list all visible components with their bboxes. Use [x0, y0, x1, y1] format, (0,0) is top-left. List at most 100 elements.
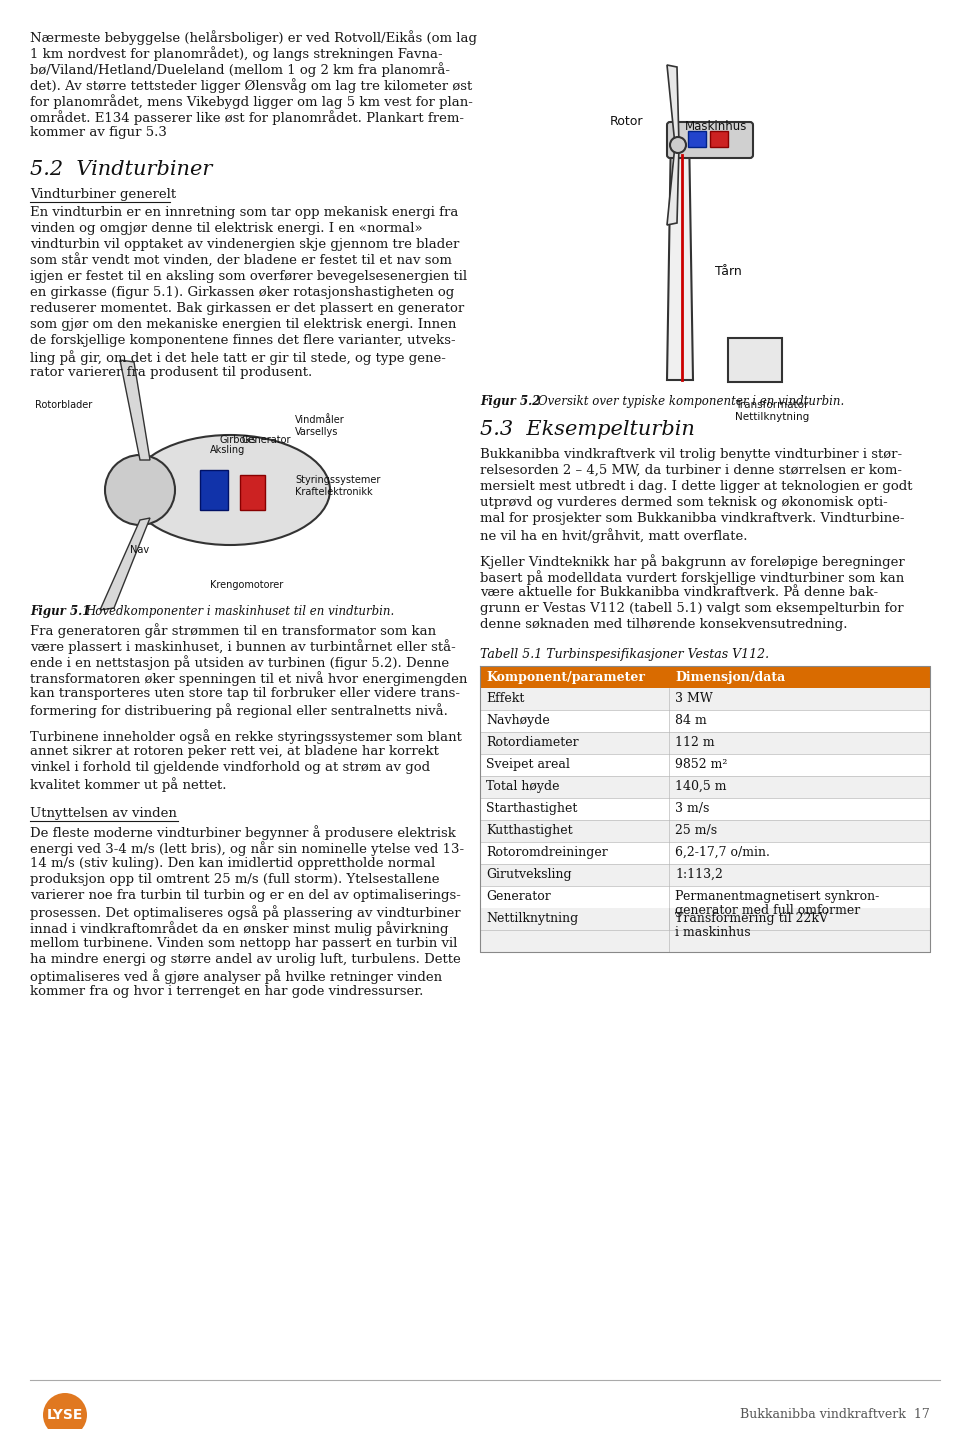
Text: rator varierer fra produsent til produsent.: rator varierer fra produsent til produse… [30, 366, 312, 379]
FancyBboxPatch shape [710, 131, 728, 147]
FancyBboxPatch shape [480, 820, 669, 842]
Text: Generator: Generator [486, 890, 551, 903]
Text: en girkasse (figur 5.1). Girkassen øker rotasjonshastigheten og: en girkasse (figur 5.1). Girkassen øker … [30, 286, 454, 299]
Text: 140,5 m: 140,5 m [675, 780, 727, 793]
Text: 5.2  Vindturbiner: 5.2 Vindturbiner [30, 160, 212, 179]
Text: Vindmåler
Varsellys: Vindmåler Varsellys [295, 414, 345, 437]
Text: 9852 m²: 9852 m² [675, 757, 728, 772]
FancyBboxPatch shape [669, 755, 930, 776]
Text: energi ved 3-4 m/s (lett bris), og når sin nominelle ytelse ved 13-: energi ved 3-4 m/s (lett bris), og når s… [30, 842, 464, 856]
Text: optimaliseres ved å gjøre analyser på hvilke retninger vinden: optimaliseres ved å gjøre analyser på hv… [30, 969, 443, 985]
Text: bø/Viland/Hetland/Dueleland (mellom 1 og 2 km fra planområ-: bø/Viland/Hetland/Dueleland (mellom 1 og… [30, 61, 450, 77]
Text: Oversikt over typiske komponenter i en vindturbin.: Oversikt over typiske komponenter i en v… [538, 394, 844, 409]
Text: 3 m/s: 3 m/s [675, 802, 709, 815]
Text: igjen er festet til en aksling som overfører bevegelsesenergien til: igjen er festet til en aksling som overf… [30, 270, 468, 283]
Text: varierer noe fra turbin til turbin og er en del av optimaliserings-: varierer noe fra turbin til turbin og er… [30, 889, 461, 902]
FancyBboxPatch shape [669, 776, 930, 797]
Text: Generator: Generator [242, 434, 292, 444]
Text: 6,2-17,7 o/min.: 6,2-17,7 o/min. [675, 846, 770, 859]
Text: området. E134 passerer like øst for planområdet. Plankart frem-: området. E134 passerer like øst for plan… [30, 110, 464, 124]
Text: Rotorblader: Rotorblader [35, 400, 92, 410]
FancyBboxPatch shape [200, 470, 228, 510]
FancyBboxPatch shape [667, 121, 753, 159]
FancyBboxPatch shape [669, 886, 930, 930]
Text: Dimensjon/data: Dimensjon/data [675, 672, 785, 684]
Text: prosessen. Det optimaliseres også på plassering av vindturbiner: prosessen. Det optimaliseres også på pla… [30, 905, 461, 920]
Text: Total høyde: Total høyde [486, 780, 560, 793]
FancyBboxPatch shape [480, 687, 669, 710]
Text: relsesorden 2 – 4,5 MW, da turbiner i denne størrelsen er kom-: relsesorden 2 – 4,5 MW, da turbiner i de… [480, 464, 902, 477]
Text: Transformator: Transformator [735, 400, 808, 410]
Circle shape [105, 454, 175, 524]
Text: kommer av figur 5.3: kommer av figur 5.3 [30, 126, 167, 139]
FancyBboxPatch shape [669, 907, 930, 952]
Text: de forskjellige komponentene finnes det flere varianter, utveks-: de forskjellige komponentene finnes det … [30, 334, 456, 347]
Text: Krengomotorer: Krengomotorer [210, 580, 283, 590]
Text: Komponent/parameter: Komponent/parameter [486, 672, 645, 684]
FancyBboxPatch shape [728, 339, 782, 382]
FancyBboxPatch shape [480, 886, 669, 930]
Text: vinden og omgjør denne til elektrisk energi. I en «normal»: vinden og omgjør denne til elektrisk ene… [30, 221, 422, 234]
FancyBboxPatch shape [480, 755, 669, 776]
FancyBboxPatch shape [669, 797, 930, 820]
Text: 1:113,2: 1:113,2 [675, 867, 723, 882]
Text: utprøvd og vurderes dermed som teknisk og økonomisk opti-: utprøvd og vurderes dermed som teknisk o… [480, 496, 888, 509]
Text: Transformering til 22kV: Transformering til 22kV [675, 912, 828, 925]
Text: kommer fra og hvor i terrenget en har gode vindressurser.: kommer fra og hvor i terrenget en har go… [30, 985, 423, 997]
Text: det). Av større tettsteder ligger Ølensvåg om lag tre kilometer øst: det). Av større tettsteder ligger Ølensv… [30, 79, 472, 93]
Text: Kutthastighet: Kutthastighet [486, 825, 572, 837]
Text: være aktuelle for Bukkanibba vindkraftverk. På denne bak-: være aktuelle for Bukkanibba vindkraftve… [480, 586, 878, 599]
Text: De fleste moderne vindturbiner begynner å produsere elektrisk: De fleste moderne vindturbiner begynner … [30, 825, 456, 840]
Polygon shape [120, 360, 150, 460]
Text: ende i en nettstasjon på utsiden av turbinen (figur 5.2). Denne: ende i en nettstasjon på utsiden av turb… [30, 654, 449, 670]
Text: Tårn: Tårn [715, 264, 742, 279]
FancyBboxPatch shape [480, 797, 669, 820]
Text: Kjeller Vindteknikk har på bakgrunn av foreløpige beregninger: Kjeller Vindteknikk har på bakgrunn av f… [480, 554, 904, 569]
Text: ne vil ha en hvit/gråhvit, matt overflate.: ne vil ha en hvit/gråhvit, matt overflat… [480, 527, 748, 543]
Text: basert på modelldata vurdert forskjellige vindturbiner som kan: basert på modelldata vurdert forskjellig… [480, 570, 904, 584]
Text: mersielt mest utbredt i dag. I dette ligger at teknologien er godt: mersielt mest utbredt i dag. I dette lig… [480, 480, 913, 493]
Text: Maskinhus: Maskinhus [685, 120, 748, 133]
FancyBboxPatch shape [669, 710, 930, 732]
Text: vindturbin vil opptaket av vindenergien skje gjennom tre blader: vindturbin vil opptaket av vindenergien … [30, 239, 460, 252]
Circle shape [43, 1393, 87, 1429]
Text: Navhøyde: Navhøyde [486, 714, 550, 727]
Text: mellom turbinene. Vinden som nettopp har passert en turbin vil: mellom turbinene. Vinden som nettopp har… [30, 937, 457, 950]
Text: kan transporteres uten store tap til forbruker eller videre trans-: kan transporteres uten store tap til for… [30, 687, 460, 700]
FancyBboxPatch shape [480, 776, 669, 797]
FancyBboxPatch shape [240, 474, 265, 510]
Text: Sveipet areal: Sveipet areal [486, 757, 570, 772]
Text: generator med full omformer: generator med full omformer [675, 905, 860, 917]
Text: Bukkanibba vindkraftverk  17: Bukkanibba vindkraftverk 17 [740, 1408, 930, 1420]
FancyBboxPatch shape [669, 732, 930, 755]
Text: annet sikrer at rotoren peker rett vei, at bladene har korrekt: annet sikrer at rotoren peker rett vei, … [30, 745, 439, 757]
Text: Aksling: Aksling [210, 444, 245, 454]
Text: transformatoren øker spenningen til et nivå hvor energimengden: transformatoren øker spenningen til et n… [30, 672, 468, 686]
Text: Starthastighet: Starthastighet [486, 802, 577, 815]
Text: innad i vindkraftområdet da en ønsker minst mulig påvirkning: innad i vindkraftområdet da en ønsker mi… [30, 922, 448, 936]
FancyBboxPatch shape [688, 131, 706, 147]
Text: 25 m/s: 25 m/s [675, 825, 717, 837]
FancyBboxPatch shape [480, 842, 669, 865]
Text: Tabell 5.1 Turbinspesifikasjoner Vestas V112.: Tabell 5.1 Turbinspesifikasjoner Vestas … [480, 647, 769, 662]
Text: Vindturbiner generelt: Vindturbiner generelt [30, 189, 176, 201]
Text: Girutveksling: Girutveksling [486, 867, 571, 882]
Text: mal for prosjekter som Bukkanibba vindkraftverk. Vindturbine-: mal for prosjekter som Bukkanibba vindkr… [480, 512, 904, 524]
Text: 3 MW: 3 MW [675, 692, 712, 704]
Text: som gjør om den mekaniske energien til elektrisk energi. Innen: som gjør om den mekaniske energien til e… [30, 319, 456, 332]
Text: i maskinhus: i maskinhus [675, 926, 751, 939]
Text: Rotor: Rotor [610, 114, 643, 129]
Text: som står vendt mot vinden, der bladene er festet til et nav som: som står vendt mot vinden, der bladene e… [30, 254, 452, 269]
FancyBboxPatch shape [669, 687, 930, 710]
Text: Figur 5.1: Figur 5.1 [30, 604, 94, 617]
Text: 1 km nordvest for planområdet), og langs strekningen Favna-: 1 km nordvest for planområdet), og langs… [30, 46, 443, 61]
Text: ling på gir, om det i det hele tatt er gir til stede, og type gene-: ling på gir, om det i det hele tatt er g… [30, 350, 445, 364]
FancyBboxPatch shape [669, 666, 930, 687]
Text: Girboks: Girboks [220, 434, 257, 444]
Text: Nettilknytning: Nettilknytning [486, 912, 578, 925]
FancyBboxPatch shape [480, 865, 669, 886]
Circle shape [670, 137, 686, 153]
FancyBboxPatch shape [480, 710, 669, 732]
Text: for planområdet, mens Vikebygd ligger om lag 5 km vest for plan-: for planområdet, mens Vikebygd ligger om… [30, 94, 473, 109]
Text: produksjon opp til omtrent 25 m/s (full storm). Ytelsestallene: produksjon opp til omtrent 25 m/s (full … [30, 873, 440, 886]
